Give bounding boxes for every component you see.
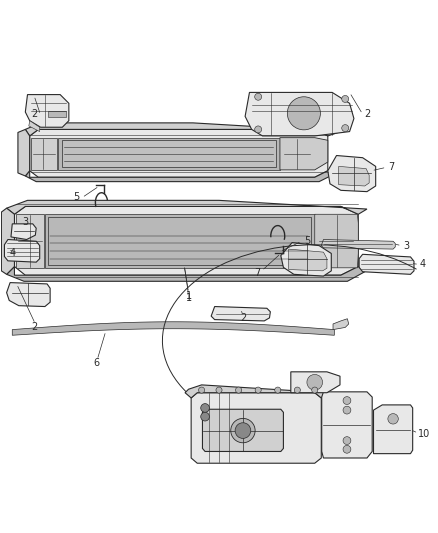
Text: 2: 2 [240,313,246,323]
Text: 2: 2 [31,109,37,119]
Circle shape [343,437,351,445]
Polygon shape [280,138,328,170]
Polygon shape [328,156,376,192]
Polygon shape [191,393,321,463]
Polygon shape [7,200,367,214]
Circle shape [343,406,351,414]
Polygon shape [12,322,334,335]
Polygon shape [359,254,414,274]
Polygon shape [339,166,369,186]
Circle shape [342,125,349,132]
Polygon shape [45,214,315,268]
Polygon shape [322,392,372,458]
Circle shape [231,418,255,443]
Polygon shape [315,214,358,268]
Polygon shape [48,111,66,117]
Polygon shape [31,138,57,170]
Polygon shape [211,306,270,321]
Circle shape [312,387,318,393]
Text: 6: 6 [93,358,99,368]
Text: 4: 4 [9,248,15,259]
Polygon shape [29,120,40,132]
Polygon shape [1,208,14,274]
Text: 7: 7 [388,162,394,172]
Polygon shape [30,130,328,177]
Text: 1: 1 [185,293,191,303]
Circle shape [235,423,251,439]
Circle shape [254,126,261,133]
Polygon shape [291,372,340,393]
Circle shape [343,397,351,405]
Polygon shape [48,217,311,265]
Text: 2: 2 [31,321,37,332]
Text: 5: 5 [304,236,311,246]
Circle shape [307,375,322,390]
Polygon shape [333,319,349,329]
Circle shape [388,414,398,424]
Polygon shape [245,92,354,136]
Polygon shape [25,123,341,136]
Circle shape [201,403,209,413]
Polygon shape [58,138,280,170]
Polygon shape [16,214,44,268]
Circle shape [216,387,222,393]
Circle shape [254,93,261,100]
Text: 8: 8 [264,438,270,447]
Circle shape [275,387,281,393]
Polygon shape [7,282,50,306]
Polygon shape [281,243,331,276]
Polygon shape [374,405,413,454]
Polygon shape [14,206,358,275]
Circle shape [255,387,261,393]
Polygon shape [321,239,395,249]
Polygon shape [4,239,40,262]
Polygon shape [11,224,36,239]
Text: 5: 5 [74,192,80,202]
Polygon shape [202,409,283,451]
Text: 4: 4 [420,260,426,269]
Text: 9: 9 [240,411,246,422]
Circle shape [198,387,205,393]
Polygon shape [18,130,30,176]
Text: 3: 3 [403,240,409,251]
Text: 1: 1 [185,291,191,301]
Polygon shape [62,140,276,167]
Text: 10: 10 [418,429,431,439]
Polygon shape [25,171,332,182]
Text: 2: 2 [364,109,370,119]
Polygon shape [289,249,327,271]
Circle shape [342,95,349,102]
Polygon shape [25,94,69,127]
Text: 7: 7 [254,268,261,278]
Text: 3: 3 [22,217,28,227]
Circle shape [287,97,321,130]
Polygon shape [7,266,365,281]
Circle shape [343,446,351,453]
Circle shape [236,387,242,393]
Circle shape [201,413,209,421]
Circle shape [294,387,300,393]
Polygon shape [185,385,327,398]
